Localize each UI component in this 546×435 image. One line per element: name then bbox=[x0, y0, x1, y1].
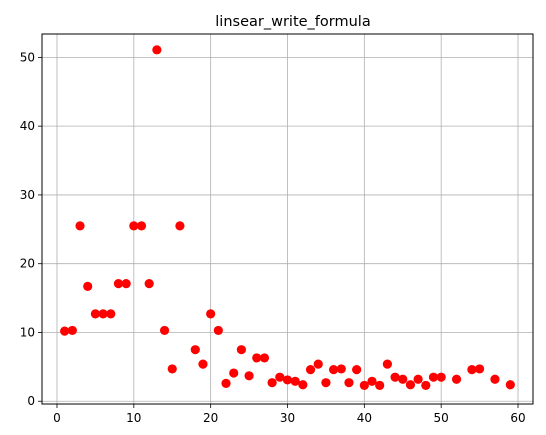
data-point bbox=[398, 374, 408, 384]
data-point bbox=[167, 364, 177, 374]
y-tick-label: 20 bbox=[20, 257, 35, 271]
data-point bbox=[206, 309, 216, 319]
data-point bbox=[236, 345, 246, 355]
data-point bbox=[267, 378, 277, 388]
axis-ticks: 0 10 20 30 40 50 60 0 10 20 30 40 50 bbox=[20, 50, 526, 425]
x-tick-label: 30 bbox=[280, 411, 295, 425]
data-point bbox=[229, 368, 239, 378]
data-point bbox=[129, 221, 139, 231]
data-point bbox=[90, 309, 101, 319]
data-points bbox=[60, 45, 515, 391]
chart-title: linsear_write_formula bbox=[215, 14, 370, 30]
data-point bbox=[298, 380, 308, 390]
x-tick-label: 40 bbox=[357, 411, 372, 425]
y-tick-label: 50 bbox=[20, 50, 35, 64]
data-point bbox=[336, 364, 346, 374]
data-point bbox=[275, 372, 285, 382]
x-tick-label: 60 bbox=[510, 411, 525, 425]
data-point bbox=[474, 364, 485, 374]
data-point bbox=[290, 376, 300, 386]
data-point bbox=[436, 372, 446, 382]
data-point bbox=[313, 359, 323, 369]
data-point bbox=[367, 376, 377, 386]
y-tick-label: 10 bbox=[20, 325, 35, 339]
y-tick-label: 40 bbox=[20, 119, 35, 133]
data-point bbox=[305, 365, 316, 375]
data-point bbox=[244, 371, 254, 381]
data-point bbox=[359, 380, 369, 391]
data-point bbox=[60, 326, 70, 336]
data-point bbox=[121, 279, 131, 289]
y-tick-label: 30 bbox=[20, 188, 35, 202]
x-tick-label: 10 bbox=[126, 411, 141, 425]
data-point bbox=[252, 353, 262, 363]
data-point bbox=[144, 279, 154, 289]
x-tick-label: 0 bbox=[53, 411, 61, 425]
data-point bbox=[352, 365, 362, 375]
data-point bbox=[67, 325, 77, 336]
data-point bbox=[221, 378, 231, 388]
x-tick-label: 50 bbox=[434, 411, 449, 425]
grid bbox=[42, 34, 533, 404]
data-point bbox=[467, 365, 477, 375]
x-tick-label: 20 bbox=[203, 411, 218, 425]
data-point bbox=[344, 378, 354, 388]
data-point bbox=[198, 359, 208, 369]
data-point bbox=[451, 374, 462, 384]
data-point bbox=[213, 325, 223, 336]
data-point bbox=[505, 380, 515, 390]
data-point bbox=[113, 279, 124, 289]
data-point bbox=[329, 365, 339, 375]
data-point bbox=[98, 309, 108, 319]
data-point bbox=[136, 221, 147, 231]
data-point bbox=[421, 380, 431, 391]
data-point bbox=[152, 45, 162, 55]
data-point bbox=[282, 375, 293, 385]
data-point bbox=[321, 378, 331, 388]
data-point bbox=[375, 380, 385, 391]
data-point bbox=[159, 325, 170, 336]
data-point bbox=[175, 221, 185, 231]
data-point bbox=[259, 353, 270, 363]
data-point bbox=[75, 221, 85, 231]
y-tick-label: 0 bbox=[27, 394, 35, 408]
data-point bbox=[390, 372, 400, 382]
data-point bbox=[428, 372, 439, 382]
data-point bbox=[190, 345, 200, 355]
data-point bbox=[405, 380, 416, 390]
data-point bbox=[106, 309, 116, 319]
data-point bbox=[382, 359, 392, 369]
data-point bbox=[490, 374, 500, 384]
data-point bbox=[83, 281, 93, 291]
data-point bbox=[413, 374, 423, 384]
